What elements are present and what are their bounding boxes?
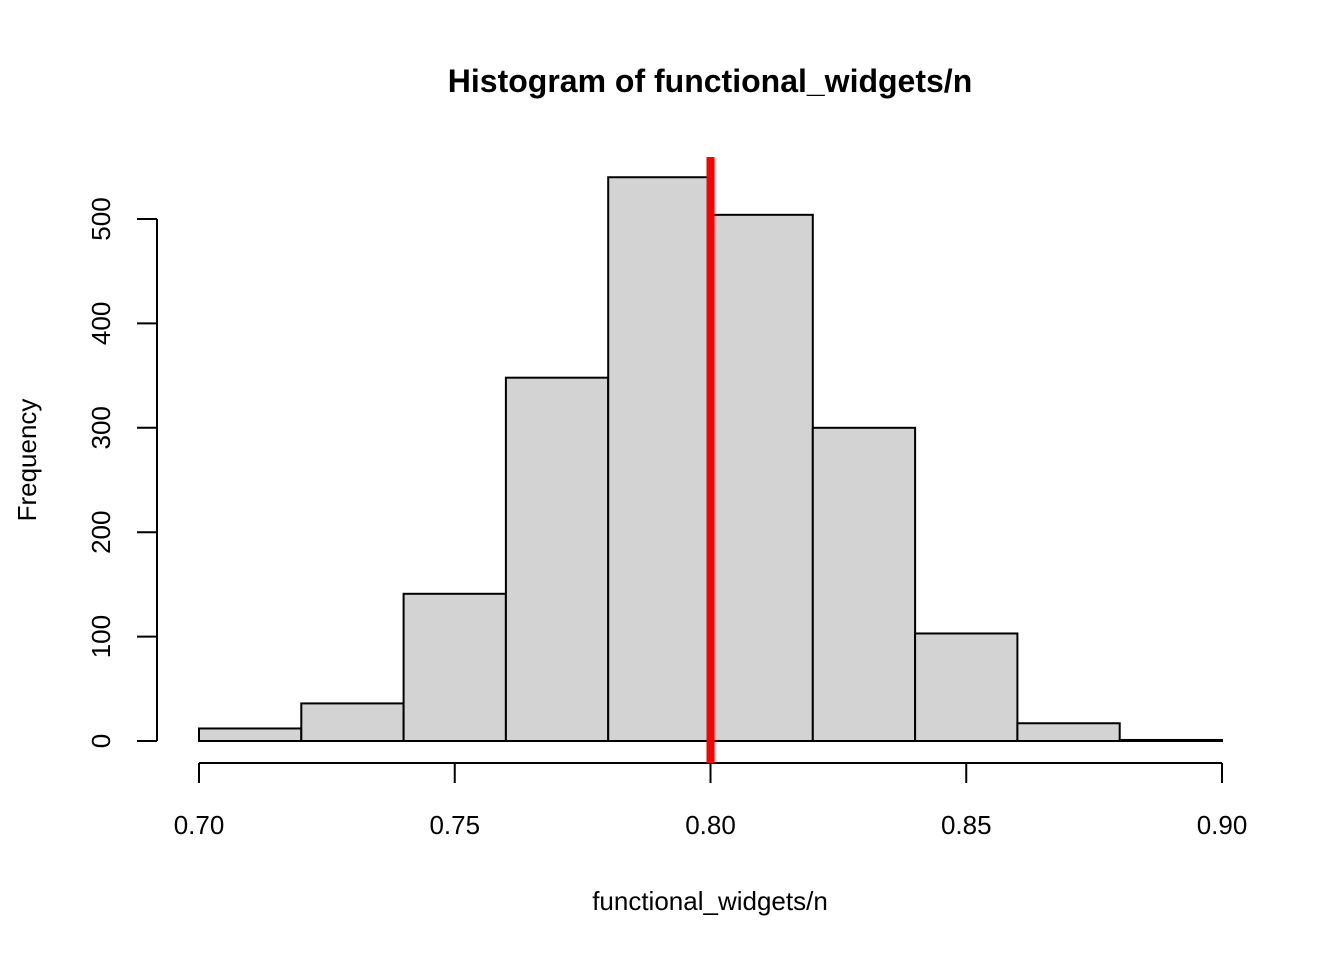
histogram-bar-6 <box>709 213 814 743</box>
x-tick-label: 0.80 <box>685 810 736 840</box>
y-tick-label: 300 <box>86 406 116 449</box>
x-tick-label: 0.75 <box>429 810 480 840</box>
x-tick-label: 0.85 <box>941 810 992 840</box>
histogram-bar-4 <box>504 376 610 742</box>
y-axis-label: Frequency <box>12 399 42 522</box>
y-tick-label: 400 <box>86 302 116 345</box>
x-tick-label: 0.90 <box>1197 810 1248 840</box>
x-tick-label: 0.70 <box>174 810 225 840</box>
chart-title: Histogram of functional_widgets/n <box>448 63 972 99</box>
histogram-bar-10 <box>1118 738 1223 742</box>
y-tick-label: 100 <box>86 615 116 658</box>
y-axis: 0 100 200 300 400 500 <box>86 197 158 748</box>
histogram-bar-8 <box>914 632 1019 743</box>
y-tick-label: 0 <box>86 734 116 748</box>
histogram-bar-2 <box>300 702 405 743</box>
histogram-bar-9 <box>1016 722 1121 743</box>
y-tick-label: 200 <box>86 511 116 554</box>
y-tick-label: 500 <box>86 197 116 240</box>
histogram-bar-7 <box>811 426 917 742</box>
histogram-bar-3 <box>402 592 507 743</box>
histogram-bar-5 <box>607 176 712 743</box>
histogram-bar-1 <box>198 727 303 742</box>
x-axis-label: functional_widgets/n <box>592 886 828 916</box>
histogram-bars <box>198 176 1223 743</box>
x-axis: 0.70 0.75 0.80 0.85 0.90 <box>174 762 1248 840</box>
